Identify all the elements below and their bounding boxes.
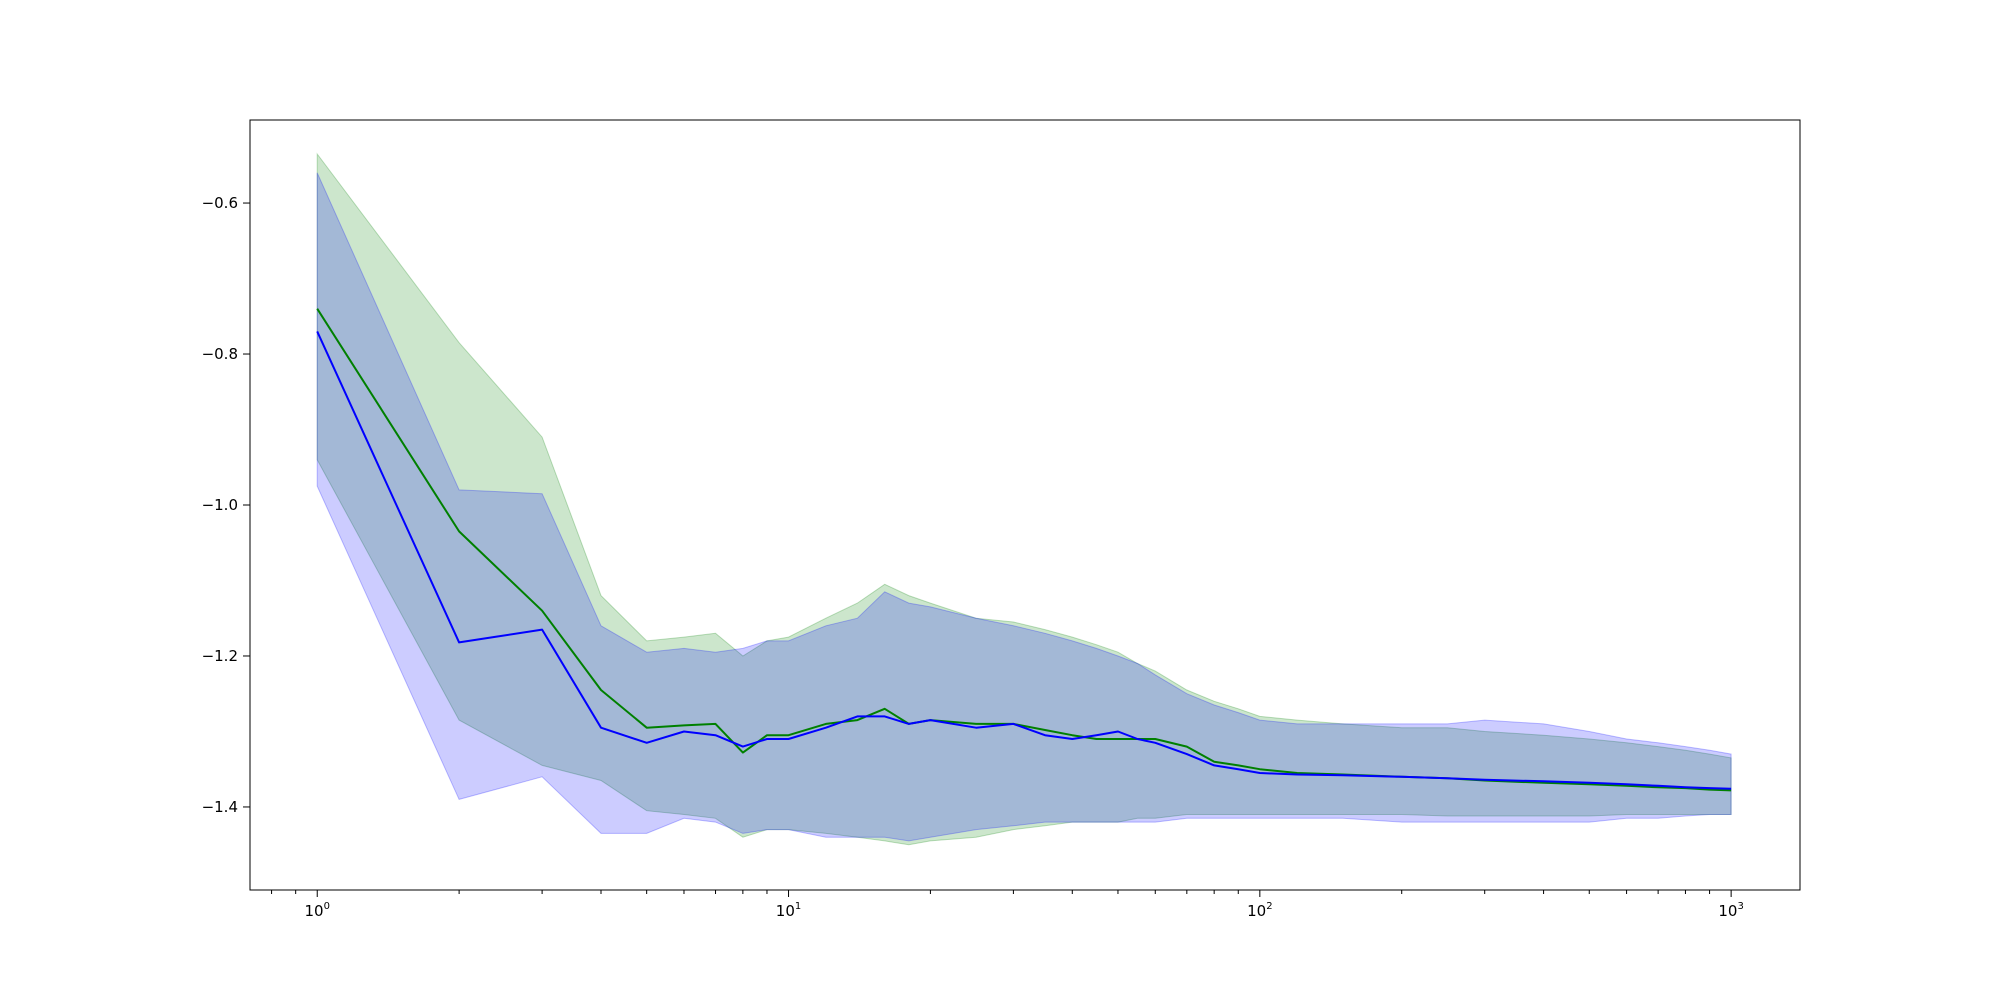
- series-lines: [316, 308, 1732, 792]
- series-1-line: [316, 308, 1732, 792]
- y-tick-label: −1.2: [202, 647, 238, 665]
- series-2-line: [316, 330, 1732, 790]
- confidence-bands: [316, 152, 1732, 846]
- x-tick-label: 102: [1247, 901, 1272, 920]
- y-tick-label: −1.0: [202, 496, 238, 514]
- x-tick-label: 103: [1718, 901, 1743, 920]
- y-tick-label: −0.8: [202, 345, 238, 363]
- y-axis: −0.6 −0.8 −1.0 −1.2 −1.4: [202, 194, 250, 816]
- x-tick-label: 100: [305, 901, 330, 920]
- x-tick-label: 101: [776, 901, 801, 920]
- y-tick-label: −1.4: [202, 798, 238, 816]
- series-2-band: [316, 172, 1732, 842]
- y-tick-label: −0.6: [202, 194, 238, 212]
- x-axis: 100 101 102 103: [271, 890, 1744, 920]
- series-1-band: [316, 152, 1732, 846]
